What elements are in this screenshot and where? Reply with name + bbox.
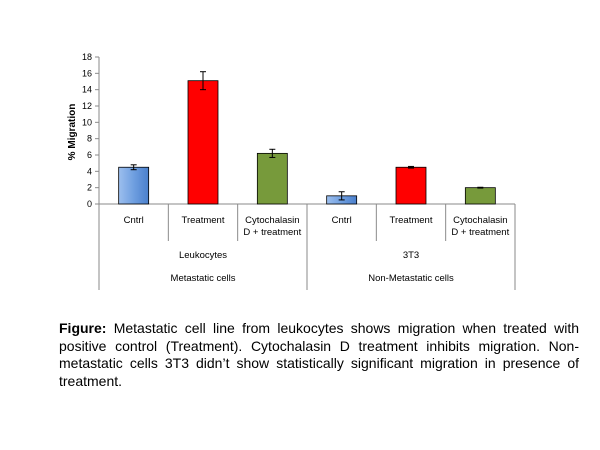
bar-0 — [118, 166, 150, 205]
category-label: Cntrl — [124, 215, 144, 226]
category-label: Treatment — [182, 215, 225, 226]
bar-4 — [395, 166, 427, 205]
y-tick-label: 4 — [87, 166, 92, 176]
bar-1 — [187, 80, 219, 205]
category-label: Cytochalasin — [245, 215, 299, 226]
migration-bar-chart: % Migration 0 2 4 6 8 10 12 14 16 18 Cntrl Treatme… — [67, 52, 516, 290]
category-label: D + treatment — [451, 227, 509, 238]
group-label-cell-type: 3T3 — [403, 250, 419, 261]
y-tick-label: 16 — [82, 68, 92, 78]
y-tick-label: 18 — [82, 52, 92, 62]
caption-label: Figure: — [59, 320, 107, 336]
y-tick-label: 8 — [87, 134, 92, 144]
bar-5 — [464, 187, 496, 205]
y-tick-label: 6 — [87, 150, 92, 160]
caption-text: Metastatic cell line from leukocytes sho… — [59, 320, 579, 389]
bar-2 — [256, 152, 288, 205]
category-label: D + treatment — [243, 227, 301, 238]
y-tick-label: 14 — [82, 85, 92, 95]
group-label-metastatic: Metastatic cells — [171, 273, 236, 284]
y-axis-label: % Migration — [67, 104, 78, 161]
y-tick-label: 12 — [82, 101, 92, 111]
figure-caption: Figure: Metastatic cell line from leukoc… — [59, 320, 579, 390]
y-tick-label: 2 — [87, 183, 92, 193]
group-label-cell-type: Leukocytes — [179, 250, 227, 261]
y-tick-label: 0 — [87, 199, 92, 209]
category-label: Cntrl — [332, 215, 352, 226]
y-tick-label: 10 — [82, 117, 92, 127]
y-axis-ticks: 0 2 4 6 8 10 12 14 16 18 — [82, 52, 99, 209]
category-label: Cytochalasin — [453, 215, 507, 226]
chart-bars — [118, 71, 496, 205]
chart-axes — [98, 57, 516, 290]
category-label: Treatment — [390, 215, 433, 226]
group-label-metastatic: Non-Metastatic cells — [368, 273, 454, 284]
